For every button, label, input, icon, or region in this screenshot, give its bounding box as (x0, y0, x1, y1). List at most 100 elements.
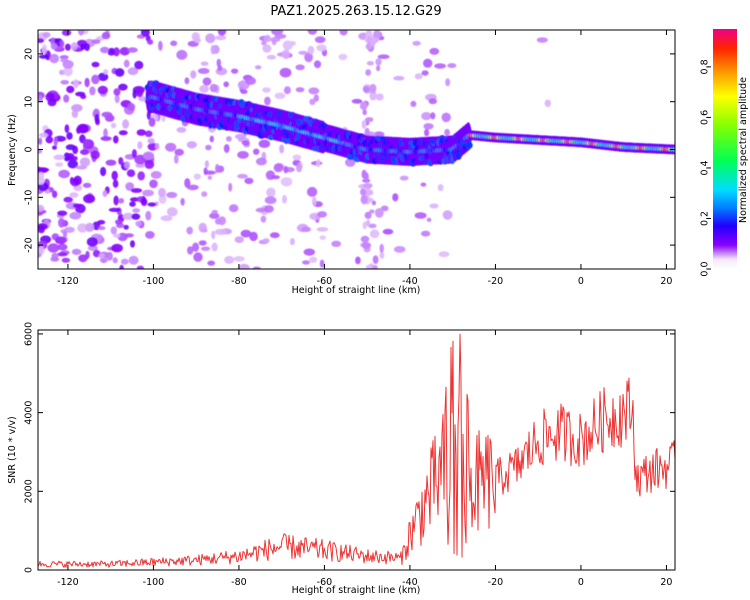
noise-blob (231, 68, 239, 74)
noise-blob (302, 260, 310, 265)
noise-blob (165, 142, 177, 152)
noise-blob (45, 92, 55, 102)
spectrogram-x-tick-label: 0 (578, 276, 584, 287)
noise-blob (64, 124, 70, 133)
noise-blob (414, 212, 427, 219)
noise-blob (190, 70, 197, 79)
noise-blob (115, 219, 123, 225)
noise-blob (197, 68, 210, 74)
snr-y-tick-label: 0 (23, 567, 34, 573)
noise-blob (241, 140, 250, 146)
noise-blob (261, 41, 267, 46)
noise-blob (98, 226, 106, 231)
noise-blob (78, 30, 85, 36)
noise-blob (264, 205, 274, 213)
noise-blob (91, 74, 100, 85)
colorbar-tick-label: 0.0 (699, 261, 710, 276)
noise-blob (313, 60, 322, 69)
noise-blob (66, 85, 75, 94)
noise-blob (544, 99, 551, 108)
noise-blob (445, 78, 451, 87)
noise-blob (211, 209, 218, 214)
noise-blob (430, 112, 436, 120)
noise-blob (295, 87, 305, 93)
noise-blob (266, 187, 276, 198)
noise-blob (135, 87, 144, 98)
noise-blob (373, 30, 381, 38)
noise-blob (60, 80, 69, 85)
noise-blob (84, 43, 90, 51)
noise-blob (215, 35, 227, 41)
noise-blob (123, 224, 129, 230)
noise-blob (301, 226, 312, 232)
noise-blob (420, 230, 431, 237)
noise-blob (126, 169, 136, 177)
noise-blob (215, 163, 220, 174)
snr-x-ticks: -120 -100 -80 -60 -40 -20 0 20 (57, 330, 672, 588)
noise-blob (118, 157, 124, 165)
noise-blob (266, 54, 277, 60)
noise-blob (366, 219, 371, 227)
snr-y-ticks: 0 2000 4000 6000 (23, 322, 675, 573)
snr-x-tick-label: -20 (488, 577, 504, 588)
noise-blob (309, 98, 316, 106)
noise-blob (127, 67, 139, 76)
noise-blob (361, 119, 367, 129)
noise-blob (38, 149, 43, 154)
noise-blob (371, 200, 376, 206)
noise-blob (360, 194, 368, 205)
noise-blob (50, 43, 58, 50)
noise-blob (110, 226, 118, 235)
noise-blob (92, 249, 101, 258)
noise-blob (362, 86, 370, 93)
noise-blob (98, 252, 105, 259)
noise-blob (140, 30, 150, 37)
noise-blob (38, 204, 45, 212)
noise-blob (101, 111, 113, 118)
noise-blob (379, 252, 385, 259)
noise-blob (314, 36, 326, 44)
noise-blob (237, 151, 249, 159)
noise-blob (166, 207, 178, 217)
noise-blob (80, 149, 90, 156)
noise-blob (137, 171, 145, 181)
noise-blob (420, 182, 427, 187)
noise-blob (438, 251, 450, 258)
noise-blob (437, 184, 444, 192)
noise-blob (135, 163, 146, 168)
noise-blob (201, 246, 211, 251)
colorbar-ticks: 0.0 0.2 0.4 0.6 0.8 (699, 59, 711, 277)
noise-blob (211, 230, 216, 240)
noise-blob (113, 195, 119, 206)
noise-blob (392, 193, 399, 202)
noise-blob (264, 96, 271, 106)
noise-blob (421, 70, 429, 76)
noise-blob (38, 132, 49, 138)
noise-blob (186, 226, 193, 235)
noise-blob (111, 243, 123, 253)
spectrogram-x-ticks: -120 -100 -80 -60 -40 -20 0 20 (57, 30, 672, 287)
noise-blob (105, 159, 117, 166)
noise-blob (317, 211, 327, 218)
noise-blob (69, 211, 82, 220)
noise-blob (136, 129, 146, 136)
noise-blob (97, 220, 106, 225)
noise-blob (262, 44, 272, 53)
noise-blob (113, 135, 119, 144)
noise-blob (366, 197, 374, 203)
noise-blob (306, 186, 318, 197)
noise-blob (205, 33, 216, 44)
noise-blob (41, 44, 48, 54)
noise-blob (77, 123, 89, 134)
spectrogram-x-tick-label: -100 (143, 276, 165, 287)
noise-blob (64, 43, 71, 51)
spectrogram-heatmap (38, 30, 675, 269)
noise-blob (255, 207, 267, 213)
noise-blob (253, 148, 260, 155)
noise-blob (45, 136, 54, 144)
noise-blob (65, 144, 76, 151)
noise-blob (186, 184, 199, 191)
snr-series-line (38, 333, 675, 568)
noise-blob (122, 119, 130, 129)
spectrogram-y-label: Frequency (Hz) (7, 114, 18, 186)
